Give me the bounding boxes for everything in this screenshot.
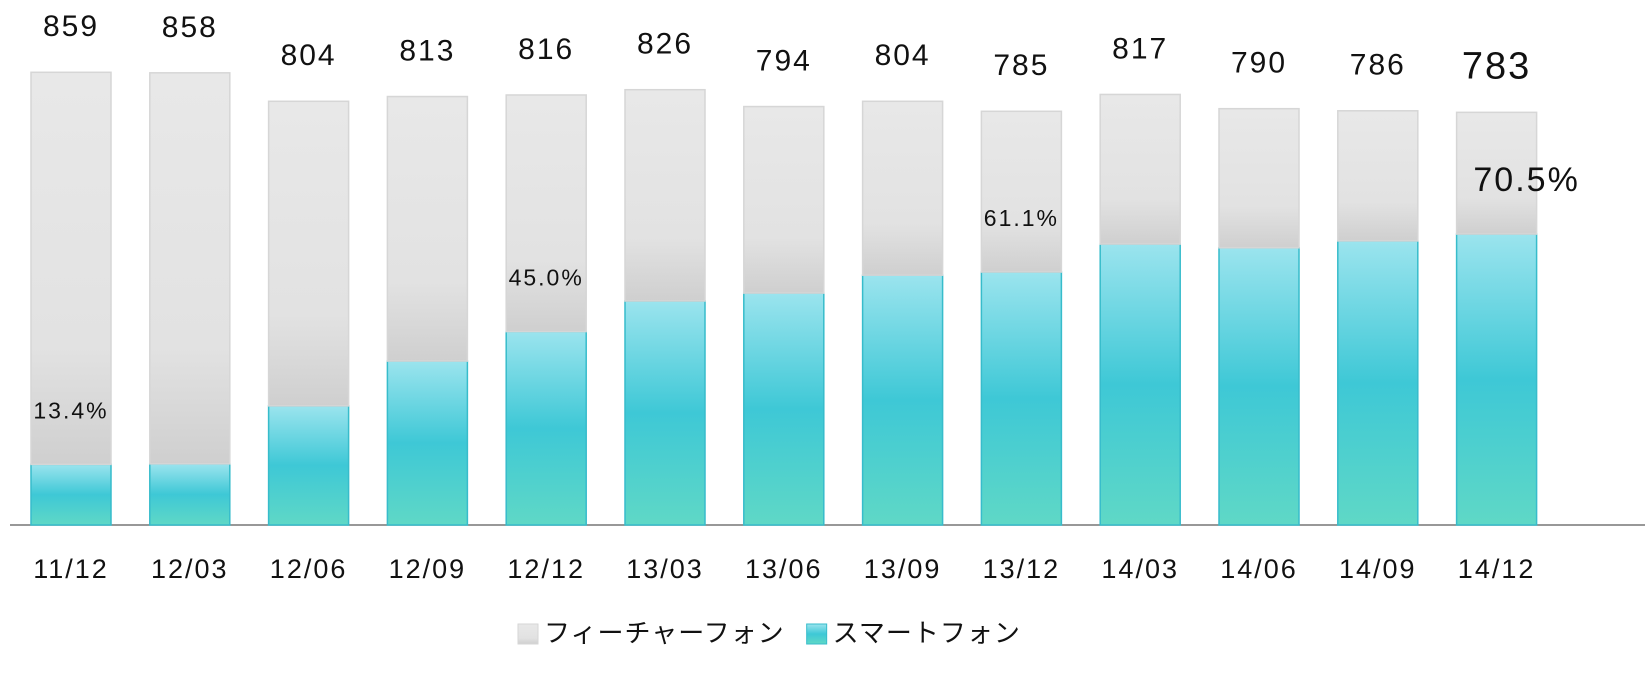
x-tick-label: 13/09	[864, 554, 942, 584]
total-label: 804	[281, 39, 337, 72]
x-tick-label: 14/09	[1339, 554, 1417, 584]
share-label: 70.5%	[1473, 161, 1579, 199]
bar-segment	[624, 88, 706, 302]
total-label: 785	[993, 49, 1049, 82]
bar-segment	[386, 360, 469, 526]
x-tick-label: 13/06	[745, 554, 823, 584]
bar-segment	[1337, 240, 1419, 526]
bar-segment	[30, 71, 112, 466]
x-tick-label: 12/03	[151, 554, 229, 584]
bar-segment	[624, 300, 706, 526]
total-label: 813	[399, 34, 455, 67]
share-label: 45.0%	[509, 265, 584, 291]
bar-segment	[505, 330, 587, 526]
bar-segment	[743, 292, 825, 526]
x-tick-label: 13/03	[626, 554, 704, 584]
bar-segment	[1455, 111, 1538, 235]
bar-segment	[149, 72, 231, 465]
x-tick-label: 12/09	[389, 554, 467, 584]
legend-swatch	[806, 623, 828, 645]
total-label: 858	[162, 11, 218, 44]
bar-segment	[980, 271, 1063, 526]
bar-segment	[861, 274, 944, 526]
total-label: 786	[1350, 49, 1406, 82]
x-tick-label: 14/06	[1220, 554, 1298, 584]
bar-segment	[1218, 247, 1300, 526]
total-label: 804	[875, 39, 931, 72]
legend-label: スマートフォン	[833, 618, 1021, 648]
bar-segment	[505, 94, 587, 333]
total-label: 826	[637, 28, 693, 61]
x-tick-label: 12/06	[270, 554, 348, 584]
total-label: 790	[1231, 47, 1287, 80]
total-label: 816	[518, 33, 574, 66]
x-tick-label: 14/03	[1101, 554, 1179, 584]
bar-segment	[267, 100, 350, 407]
bar-segment	[861, 100, 944, 276]
bar-segment	[1218, 107, 1300, 249]
legend-swatch	[517, 623, 539, 645]
x-tick-label: 13/12	[983, 554, 1061, 584]
bar-segment	[1099, 243, 1181, 526]
bar-segment	[1337, 110, 1419, 242]
x-tick-label: 11/12	[33, 554, 109, 584]
total-label: 817	[1112, 32, 1168, 65]
total-label: 859	[43, 10, 99, 43]
bar-segment	[743, 105, 825, 294]
bar-segment	[1455, 233, 1538, 526]
total-label: 794	[756, 44, 812, 77]
bar-segment	[386, 95, 469, 362]
total-label: 783	[1462, 45, 1531, 87]
share-label: 13.4%	[33, 397, 108, 423]
bar-segment	[267, 405, 350, 526]
bar-segment	[980, 110, 1063, 273]
legend-label: フィーチャーフォン	[544, 618, 785, 648]
x-tick-label: 12/12	[507, 554, 585, 584]
x-tick-label: 14/12	[1458, 554, 1536, 584]
share-label: 61.1%	[984, 205, 1059, 231]
bar-segment	[149, 463, 231, 526]
bar-segment	[1099, 93, 1181, 245]
bar-segment	[30, 463, 112, 526]
